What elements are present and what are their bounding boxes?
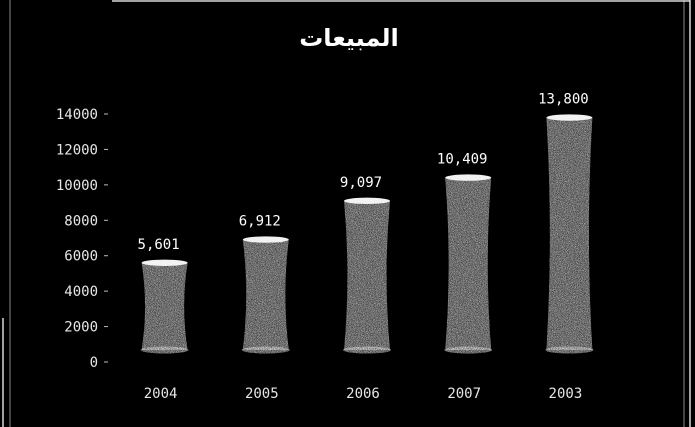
bar-top-cap	[242, 236, 289, 243]
bar-data-label: 13,800	[538, 92, 589, 108]
bar-data-label: 6,912	[239, 214, 281, 230]
y-tick-label: 10000	[56, 178, 98, 194]
bars	[140, 114, 594, 354]
x-tick-label: 2004	[144, 386, 178, 402]
y-tick-label: 14000	[56, 107, 98, 123]
bar	[545, 114, 594, 354]
bar-data-label: 9,097	[340, 175, 382, 191]
x-tick-label: 2005	[245, 386, 279, 402]
x-tick-label: 2006	[346, 386, 380, 402]
y-tick-label: 4000	[64, 284, 98, 300]
bar-top-cap	[141, 259, 188, 266]
bar-body	[445, 177, 492, 350]
bar-base-cap	[140, 346, 189, 354]
x-axis: 2004 2005 2006 2007 2003	[144, 386, 583, 402]
bar-top-cap	[546, 114, 593, 121]
y-tick-label: 12000	[56, 142, 98, 158]
bar-base-cap	[444, 346, 493, 354]
y-tick-label: 0	[90, 355, 98, 371]
bar-base-cap	[545, 346, 594, 354]
bar-data-label: 10,409	[437, 152, 488, 168]
x-tick-label: 2007	[447, 386, 481, 402]
bar-body	[546, 117, 593, 351]
bar	[343, 197, 391, 354]
y-axis: 0 2000 4000 6000 8000 10000 12000 14000	[56, 107, 108, 371]
bar-top-cap	[445, 174, 492, 181]
bar	[140, 259, 189, 354]
bar-base-cap	[241, 346, 290, 354]
bar-base-cap	[343, 346, 391, 354]
bar-body	[242, 239, 289, 350]
y-tick-label: 8000	[64, 213, 98, 229]
data-labels: 5,601 6,912 9,097 10,409 13,800	[138, 92, 589, 253]
bar-body	[344, 200, 390, 350]
bar-data-label: 5,601	[138, 237, 180, 253]
bar	[241, 236, 290, 354]
bar-body	[141, 262, 188, 350]
chart-title: المبيعات	[299, 24, 399, 52]
bar-top-cap	[344, 197, 390, 205]
y-tick-label: 6000	[64, 249, 98, 265]
bar	[444, 174, 493, 354]
x-tick-label: 2003	[549, 386, 583, 402]
y-tick-label: 2000	[64, 320, 98, 336]
